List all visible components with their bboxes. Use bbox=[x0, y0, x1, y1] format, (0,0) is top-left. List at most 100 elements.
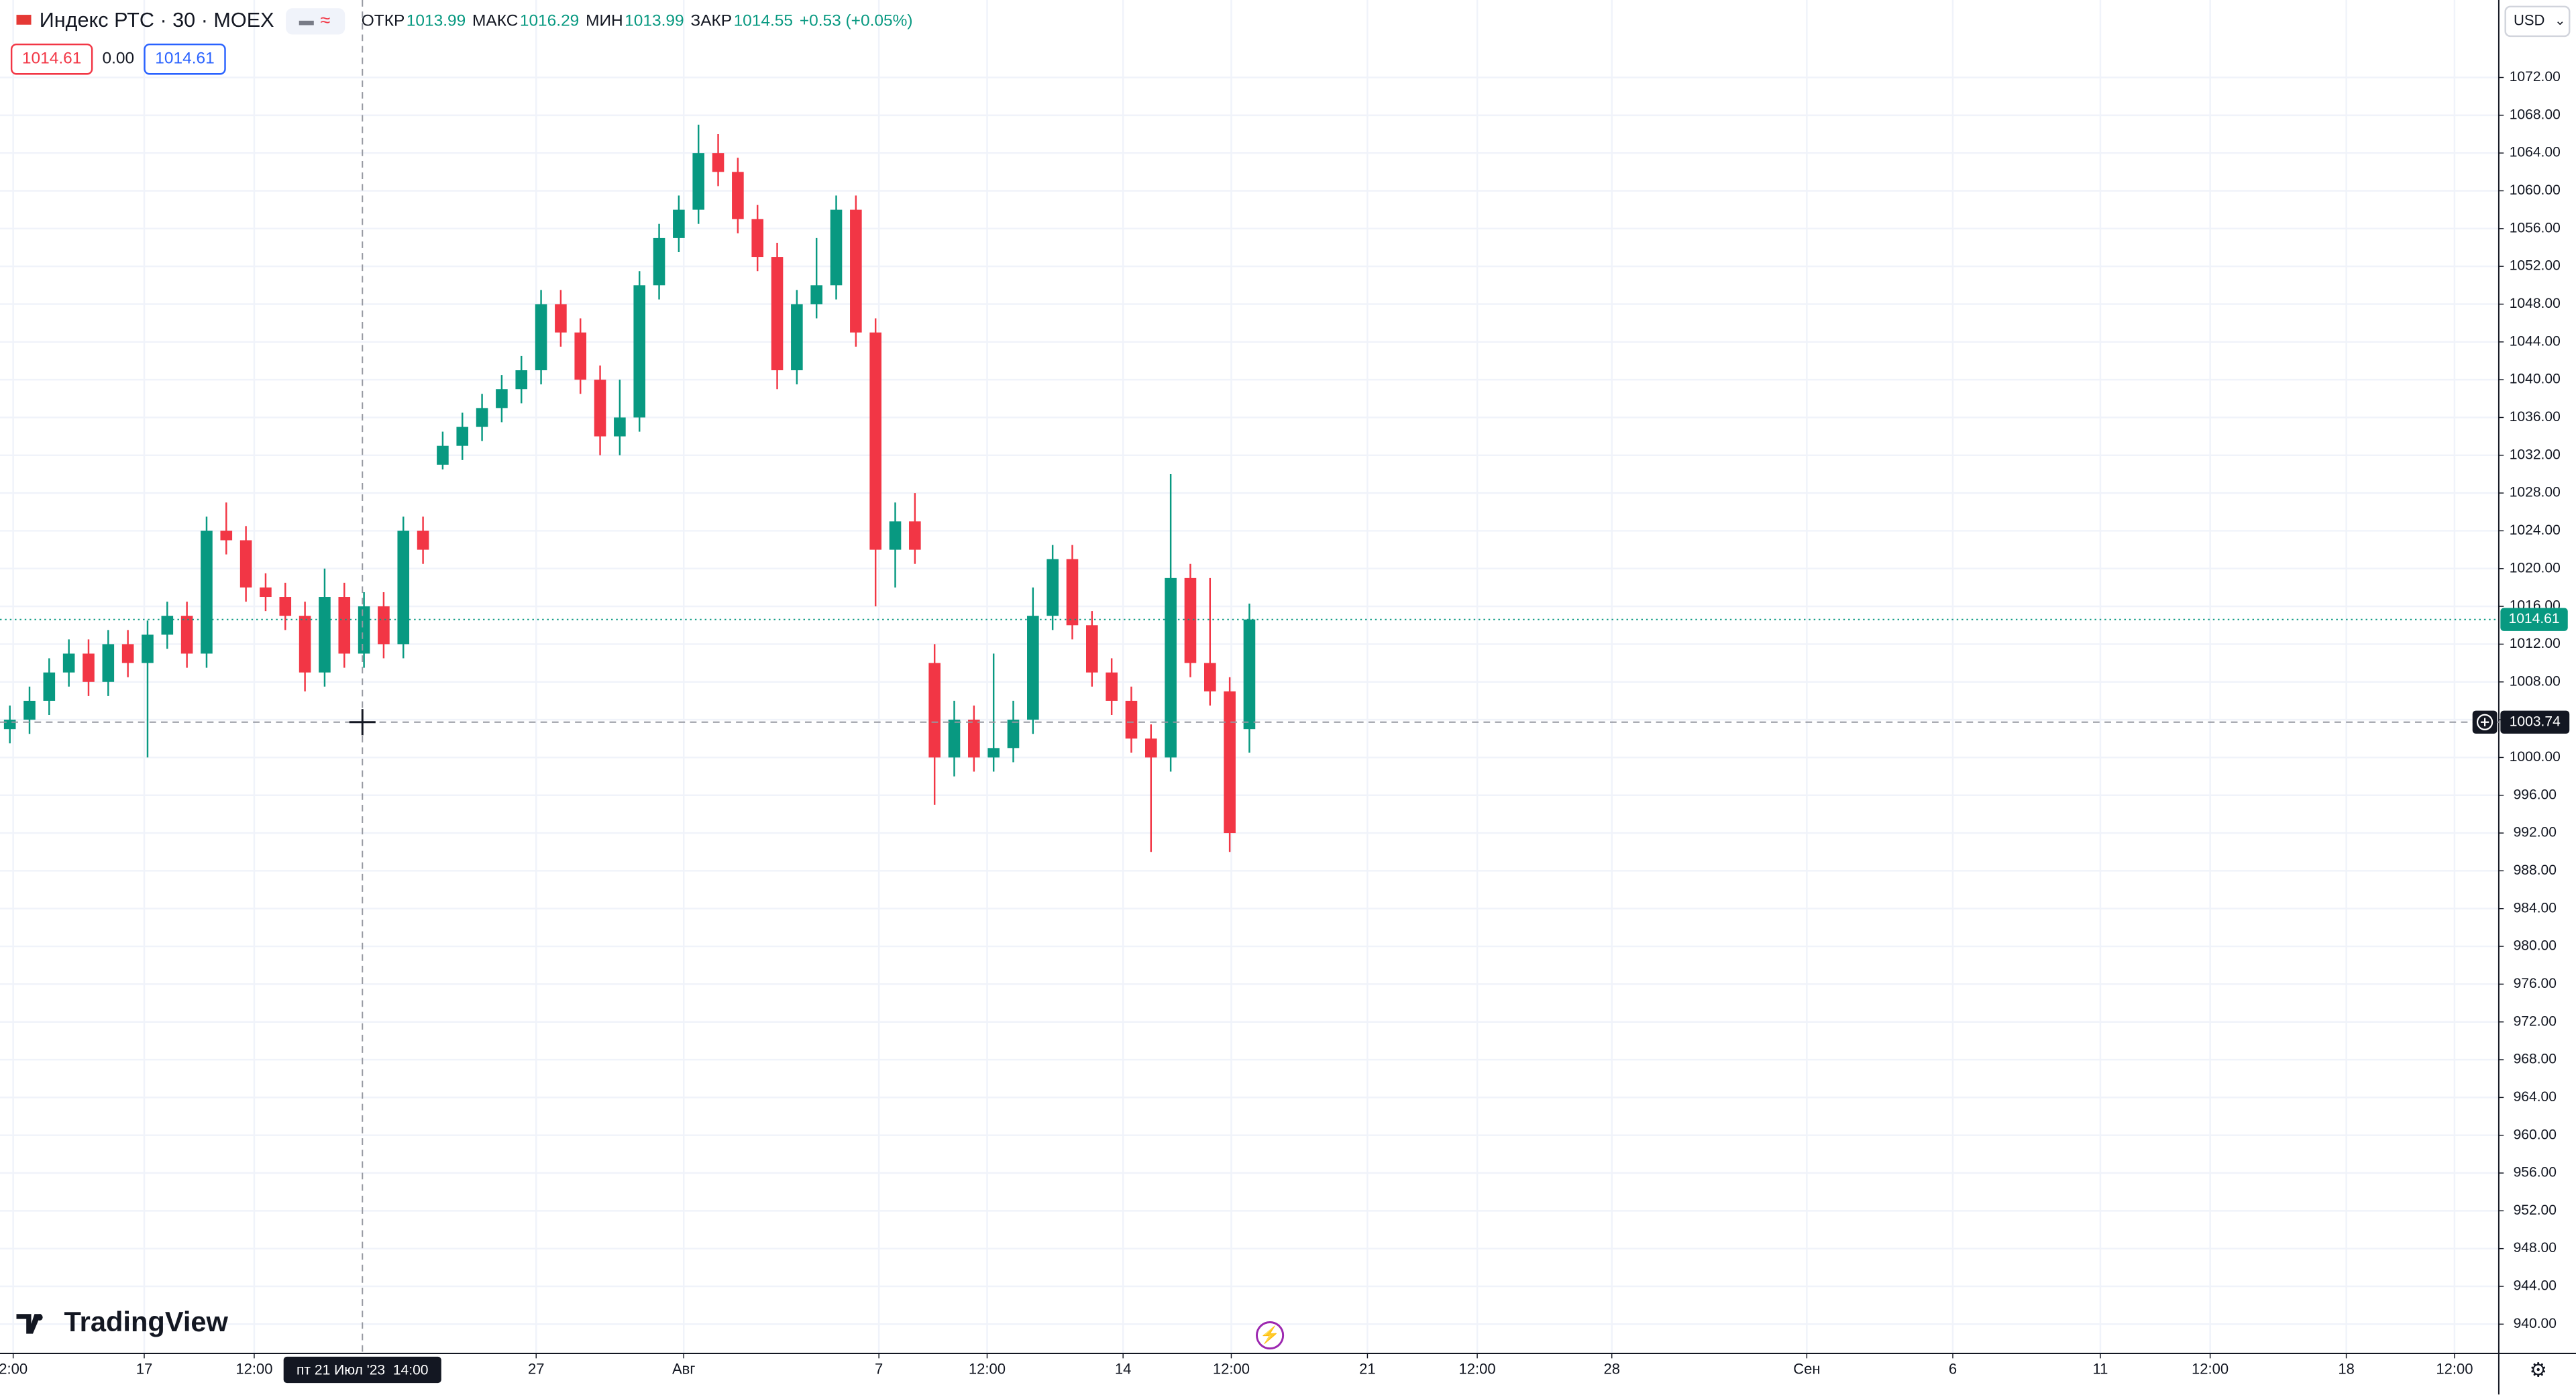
crosshair-price-tag bbox=[2500, 710, 2570, 734]
y-tick-label: 1028.00 bbox=[2510, 485, 2561, 500]
candle-body bbox=[928, 663, 941, 758]
x-tick-label: 14 bbox=[1115, 1360, 1132, 1377]
candle-body bbox=[1165, 577, 1177, 758]
y-tick-label: 1008.00 bbox=[2510, 673, 2561, 689]
logo-mark bbox=[36, 1314, 43, 1321]
candle-body bbox=[889, 521, 902, 550]
candle-body bbox=[43, 672, 56, 701]
y-tick-label: 1056.00 bbox=[2510, 220, 2561, 235]
y-tick-label: 992.00 bbox=[2514, 825, 2557, 840]
y-tick-label: 1068.00 bbox=[2510, 107, 2561, 122]
candle-body bbox=[417, 531, 429, 550]
quote-box[interactable] bbox=[10, 43, 93, 75]
candle-body bbox=[239, 540, 252, 588]
y-tick-label: 1072.00 bbox=[2510, 69, 2561, 85]
candle-body bbox=[948, 720, 961, 758]
candle-body bbox=[515, 370, 528, 390]
candle-body bbox=[121, 644, 134, 663]
candle-body bbox=[751, 219, 764, 258]
y-tick-label: 1012.00 bbox=[2510, 636, 2561, 651]
y-tick-label: 956.00 bbox=[2514, 1165, 2557, 1180]
candle-body bbox=[220, 531, 233, 541]
ohlc-value: 1016.29 bbox=[520, 11, 579, 30]
candle-body bbox=[574, 332, 587, 380]
candle-body bbox=[791, 304, 803, 371]
candle-body bbox=[909, 521, 921, 550]
x-tick-label: Авг bbox=[672, 1360, 695, 1377]
last-price-label: 1014.61 bbox=[2509, 611, 2560, 626]
y-tick-label: 1048.00 bbox=[2510, 296, 2561, 311]
y-tick-label: 972.00 bbox=[2514, 1013, 2557, 1029]
x-tick-label: 6 bbox=[1949, 1360, 1957, 1377]
ohlc-label: МИН bbox=[586, 11, 623, 30]
candle-body bbox=[712, 153, 724, 172]
candle-body bbox=[437, 445, 449, 465]
y-tick-label: 1036.00 bbox=[2510, 409, 2561, 425]
candle-body bbox=[299, 616, 311, 673]
x-tick-label: 12:00 bbox=[2192, 1360, 2229, 1377]
candle-body bbox=[1027, 616, 1039, 720]
candle-body bbox=[102, 644, 115, 682]
crosshair-time-label: пт 21 Июл '23 14:00 bbox=[297, 1362, 429, 1378]
candle-body bbox=[614, 417, 626, 437]
candle-body bbox=[496, 389, 508, 408]
candle-body bbox=[692, 153, 705, 210]
candle-body bbox=[1224, 691, 1236, 834]
candle-body bbox=[987, 748, 1000, 758]
candle-body bbox=[338, 597, 351, 654]
x-tick-label: 2:00 bbox=[0, 1360, 28, 1377]
quote: 1014.61 bbox=[155, 50, 214, 68]
candle-body bbox=[62, 653, 75, 673]
change: +0.53 (+0.05%) bbox=[800, 11, 913, 30]
brand: TradingView bbox=[64, 1306, 229, 1337]
candle-body bbox=[1203, 663, 1216, 691]
ohlc-label: МАКС bbox=[472, 11, 518, 30]
candle-body bbox=[1125, 700, 1138, 739]
candle-body bbox=[633, 285, 646, 418]
y-tick-label: 1052.00 bbox=[2510, 258, 2561, 274]
candle-body bbox=[319, 597, 331, 673]
ohlc-value: 1014.55 bbox=[734, 11, 793, 30]
y-tick-label: 984.00 bbox=[2514, 900, 2557, 915]
crosshair-price-label: 1003.74 bbox=[2510, 714, 2561, 729]
candle-body bbox=[476, 408, 488, 427]
last-price-tag bbox=[2500, 608, 2568, 631]
quote-box[interactable] bbox=[144, 43, 226, 75]
candle-body bbox=[830, 209, 843, 286]
flag-icon bbox=[16, 15, 32, 25]
candle-body bbox=[732, 172, 744, 219]
compare-button[interactable] bbox=[286, 8, 345, 35]
currency-button[interactable] bbox=[2504, 5, 2571, 38]
y-tick-label: 1064.00 bbox=[2510, 145, 2561, 160]
candle-body bbox=[83, 653, 95, 682]
candle-body bbox=[850, 209, 862, 333]
event-icon[interactable] bbox=[1256, 1321, 1285, 1350]
y-tick-label: 940.00 bbox=[2514, 1316, 2557, 1331]
logo-mark bbox=[16, 1314, 42, 1334]
candle-body bbox=[3, 720, 16, 730]
settings-icon[interactable]: ⚙ bbox=[2530, 1359, 2547, 1382]
y-tick-label: 976.00 bbox=[2514, 976, 2557, 991]
y-tick-label: 1032.00 bbox=[2510, 447, 2561, 462]
candle-body bbox=[1184, 577, 1197, 663]
candle-body bbox=[1243, 619, 1256, 730]
candle-body bbox=[260, 587, 272, 598]
y-tick-label: 1020.00 bbox=[2510, 560, 2561, 575]
candle-body bbox=[397, 531, 410, 645]
candle-body bbox=[358, 606, 370, 654]
currency: USD bbox=[2514, 12, 2545, 29]
x-tick-label: 12:00 bbox=[235, 1360, 272, 1377]
candle-body bbox=[555, 304, 567, 333]
candle-body bbox=[161, 616, 174, 635]
y-tick-label: 1044.00 bbox=[2510, 333, 2561, 349]
plus-icon bbox=[2476, 714, 2493, 730]
y-tick-label: 952.00 bbox=[2514, 1203, 2557, 1218]
plus-icon bbox=[2480, 718, 2489, 726]
x-tick-label: 21 bbox=[1359, 1360, 1376, 1377]
x-tick-label: 11 bbox=[2093, 1360, 2108, 1377]
x-tick-label: Сен bbox=[1793, 1360, 1820, 1377]
ohlc-label: ОТКР bbox=[362, 11, 405, 30]
x-tick-label: 17 bbox=[136, 1360, 153, 1377]
